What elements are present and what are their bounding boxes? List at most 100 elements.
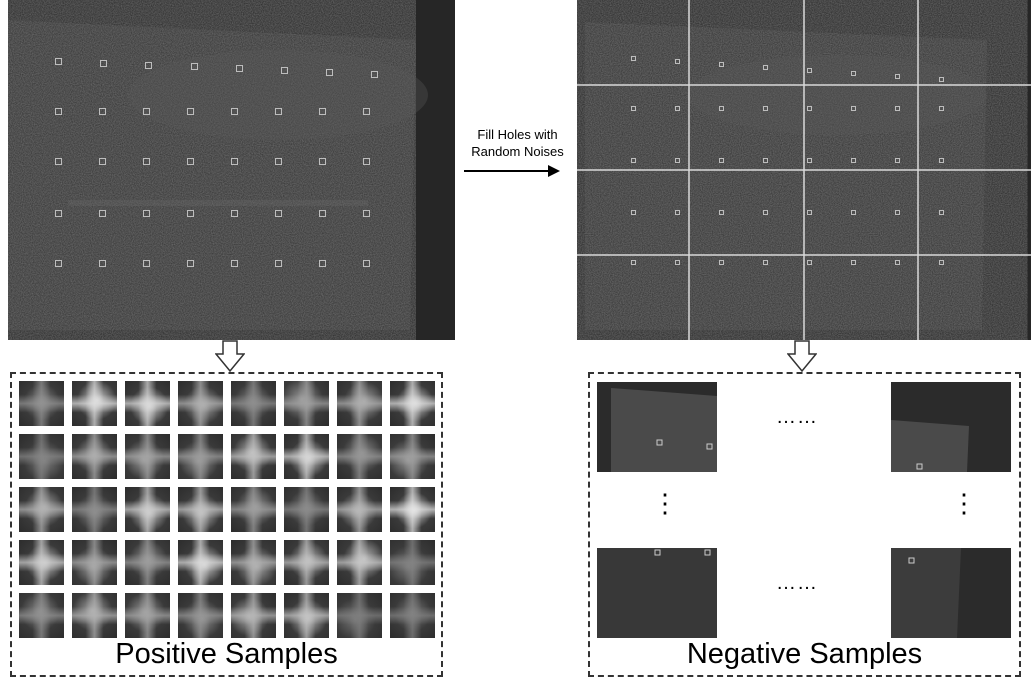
grid-marker: [675, 59, 680, 64]
positive-patch: [231, 593, 276, 638]
positive-patch: [72, 381, 117, 426]
positive-patch: [284, 540, 329, 585]
positive-patch: [178, 434, 223, 479]
grid-image: [577, 0, 1031, 340]
calibration-marker: [99, 260, 106, 267]
calibration-marker: [187, 158, 194, 165]
calibration-marker: [231, 210, 238, 217]
grid-marker: [895, 158, 900, 163]
negative-thumb-bottom-right: [891, 548, 1011, 638]
calibration-marker: [99, 210, 106, 217]
negative-ellipsis-top: ……: [776, 406, 818, 429]
grid-marker: [895, 260, 900, 265]
calibration-marker: [55, 260, 62, 267]
calibration-marker: [275, 210, 282, 217]
negative-vellipsis-left: ⋮: [652, 498, 662, 508]
positive-patch: [19, 540, 64, 585]
grid-marker: [675, 210, 680, 215]
grid-marker: [807, 68, 812, 73]
positive-patch: [178, 381, 223, 426]
calibration-marker: [231, 260, 238, 267]
negative-thumb-top-right: [891, 382, 1011, 472]
grid-marker: [807, 260, 812, 265]
grid-image-texture: [577, 0, 1031, 340]
positive-patch: [284, 381, 329, 426]
negative-samples-caption: Negative Samples: [588, 638, 1021, 671]
positive-patch: [19, 434, 64, 479]
grid-marker: [719, 210, 724, 215]
calibration-marker: [55, 210, 62, 217]
grid-marker: [939, 77, 944, 82]
positive-patch: [125, 381, 170, 426]
positive-patch: [231, 434, 276, 479]
positive-patch: [337, 593, 382, 638]
grid-marker: [631, 260, 636, 265]
down-arrow-left-icon: [215, 340, 245, 372]
positive-patch: [72, 593, 117, 638]
positive-patch: [125, 434, 170, 479]
arrow-label-line1: Fill Holes with: [460, 126, 575, 143]
calibration-marker: [363, 210, 370, 217]
grid-marker: [939, 260, 944, 265]
calibration-marker: [281, 67, 288, 74]
grid-marker: [631, 158, 636, 163]
calibration-marker: [187, 210, 194, 217]
positive-patch: [72, 540, 117, 585]
grid-marker: [807, 106, 812, 111]
grid-marker: [719, 260, 724, 265]
calibration-marker: [145, 62, 152, 69]
positive-patch: [19, 487, 64, 532]
positive-patch: [337, 381, 382, 426]
positive-patch: [178, 487, 223, 532]
positive-patch: [125, 540, 170, 585]
grid-marker: [895, 74, 900, 79]
negative-ellipsis-bottom: ……: [776, 572, 818, 595]
positive-patch: [231, 540, 276, 585]
grid-marker: [631, 210, 636, 215]
grid-marker: [807, 158, 812, 163]
original-image: [8, 0, 455, 340]
calibration-marker: [236, 65, 243, 72]
grid-marker: [763, 106, 768, 111]
grid-marker: [939, 158, 944, 163]
grid-marker: [851, 106, 856, 111]
calibration-marker: [187, 260, 194, 267]
positive-patch: [178, 593, 223, 638]
grid-marker: [631, 56, 636, 61]
calibration-marker: [231, 158, 238, 165]
grid-marker: [631, 106, 636, 111]
grid-marker: [851, 260, 856, 265]
calibration-marker: [231, 108, 238, 115]
positive-patch: [284, 593, 329, 638]
grid-marker: [895, 210, 900, 215]
positive-patch: [337, 434, 382, 479]
down-arrow-right-icon: [787, 340, 817, 372]
positive-patch: [284, 434, 329, 479]
positive-samples-caption: Positive Samples: [10, 638, 443, 671]
negative-thumb-top-left: [597, 382, 717, 472]
calibration-marker: [143, 260, 150, 267]
grid-marker: [719, 106, 724, 111]
positive-patch: [231, 487, 276, 532]
calibration-marker: [187, 108, 194, 115]
grid-marker: [675, 260, 680, 265]
calibration-marker: [319, 108, 326, 115]
positive-patch: [337, 540, 382, 585]
negative-thumb-bottom-left: [597, 548, 717, 638]
calibration-marker: [275, 260, 282, 267]
calibration-marker: [143, 210, 150, 217]
grid-marker: [719, 158, 724, 163]
positive-patch: [390, 381, 435, 426]
calibration-marker: [319, 210, 326, 217]
calibration-marker: [100, 60, 107, 67]
arrow-label-line2: Random Noises: [460, 143, 575, 160]
positive-patch: [19, 381, 64, 426]
positive-patch: [390, 540, 435, 585]
positive-patch: [178, 540, 223, 585]
grid-marker: [763, 210, 768, 215]
grid-marker: [939, 210, 944, 215]
calibration-marker: [371, 71, 378, 78]
calibration-marker: [55, 158, 62, 165]
grid-marker: [763, 158, 768, 163]
positive-patch: [72, 434, 117, 479]
